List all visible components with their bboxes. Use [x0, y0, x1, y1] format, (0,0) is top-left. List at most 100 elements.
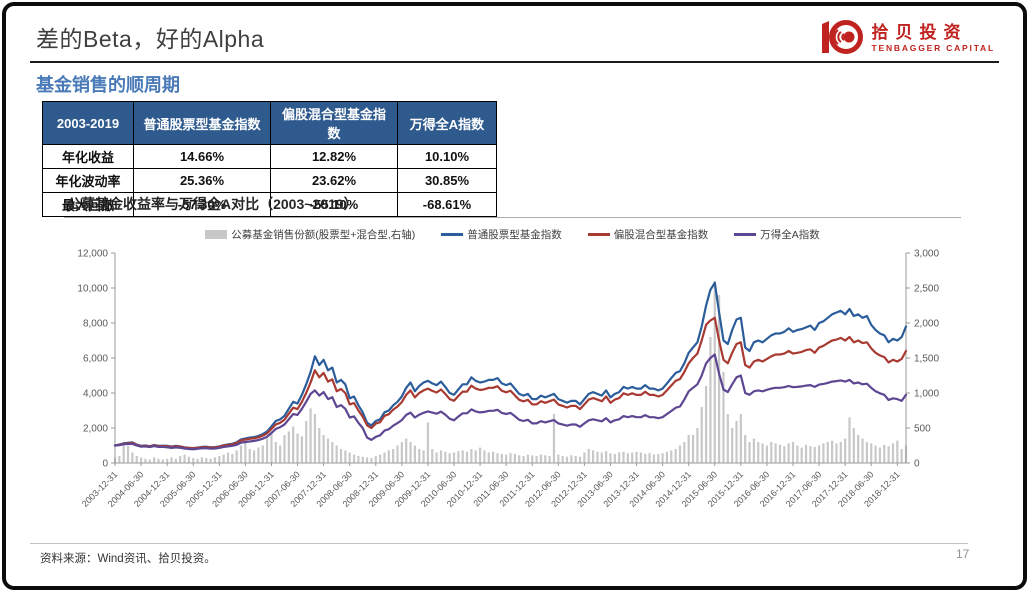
- sales-bar: [326, 438, 330, 463]
- chart-title-divider: [64, 217, 961, 218]
- sales-bar: [126, 445, 130, 463]
- legend-line-swatch: [587, 233, 610, 236]
- legend-item: 万得全A指数: [734, 227, 820, 242]
- sales-bar: [448, 453, 451, 463]
- right-axis-label: 3,000: [914, 249, 939, 260]
- sales-bar: [605, 451, 608, 463]
- right-axis-label: 2,500: [914, 284, 939, 295]
- sales-bar: [774, 443, 777, 463]
- sales-bar: [648, 453, 651, 463]
- sales-bar: [900, 449, 903, 463]
- sales-bar: [461, 450, 464, 463]
- sales-bar: [474, 450, 477, 463]
- sales-bar: [700, 407, 703, 463]
- sales-bar: [796, 445, 799, 463]
- sales-bar: [844, 438, 847, 463]
- sales-bar: [587, 449, 590, 463]
- sales-bar: [704, 386, 708, 463]
- legend-label: 普通股票型基金指数: [467, 229, 562, 241]
- sales-bar: [778, 444, 782, 463]
- logo-name-en: TENBAGGER CAPITAL: [871, 42, 995, 53]
- stats-table-body: 年化收益 14.66% 12.82% 10.10% 年化波动率 25.36% 23.62% 3…: [42, 144, 497, 217]
- sales-bar: [835, 443, 838, 463]
- sales-bar: [478, 447, 482, 463]
- sales-bar: [257, 447, 260, 463]
- sales-bar: [226, 452, 230, 463]
- sales-bar: [270, 431, 273, 463]
- left-axis-label: 10,000: [77, 284, 108, 295]
- sales-bar: [422, 450, 425, 463]
- sales-bar: [765, 445, 769, 463]
- right-axis-label: 1,000: [914, 389, 939, 400]
- sales-bar: [435, 452, 438, 463]
- left-axis-label: 0: [102, 459, 108, 470]
- sales-bar: [591, 450, 595, 463]
- sales-bar: [218, 456, 221, 463]
- sales-bar: [292, 426, 295, 463]
- sales-bar: [400, 442, 403, 463]
- sales-bar: [687, 435, 690, 463]
- sales-bar: [565, 456, 569, 463]
- sales-bar: [670, 450, 673, 463]
- sales-bar: [387, 450, 390, 463]
- sales-bar: [600, 452, 603, 463]
- sales-bar: [131, 452, 134, 463]
- sales-bar: [409, 442, 412, 463]
- sales-bar: [296, 433, 299, 463]
- page-title: 差的Beta，好的Alpha: [36, 26, 265, 52]
- stats-cell: 14.66%: [133, 144, 271, 169]
- sales-bar: [535, 456, 538, 463]
- sales-bar: [348, 452, 351, 463]
- sales-bar: [279, 445, 282, 463]
- sales-bar: [252, 450, 256, 463]
- sales-bar: [557, 454, 560, 463]
- sales-bar: [896, 440, 899, 463]
- sales-bar: [583, 452, 586, 463]
- left-axis-label: 4,000: [83, 389, 108, 400]
- sales-bar: [135, 456, 138, 463]
- section-title: 基金销售的顺周期: [36, 75, 180, 95]
- sales-bar: [678, 445, 682, 463]
- sales-bar: [231, 453, 234, 463]
- sales-bar: [635, 451, 638, 463]
- stats-table-header: 2003-2019 普通股票型基金指数 偏股混合型基金指数 万得全A指数: [42, 101, 497, 145]
- sales-bar: [731, 428, 734, 463]
- stats-col-header: 普通股票型基金指数: [133, 101, 271, 145]
- sales-bar: [179, 456, 182, 463]
- sales-bar: [187, 456, 190, 463]
- sales-bar: [392, 449, 395, 463]
- right-axis-label: 2,000: [914, 319, 939, 330]
- sales-bar: [339, 449, 343, 463]
- sales-bar: [696, 428, 699, 463]
- sales-bar: [318, 428, 321, 463]
- sales-bar: [431, 449, 434, 463]
- sales-bar: [148, 459, 151, 463]
- source-note: 资料来源：Wind资讯、拾贝投资。: [40, 553, 216, 565]
- sales-bar: [548, 456, 551, 463]
- left-axis-label: 8,000: [83, 319, 108, 330]
- sales-bar: [526, 454, 529, 463]
- sales-bar: [513, 453, 516, 463]
- sales-bar: [661, 453, 664, 463]
- stats-row: 年化收益 14.66% 12.82% 10.10%: [42, 144, 497, 169]
- logo-text: 拾贝投资 TENBAGGER CAPITAL: [871, 23, 995, 53]
- sales-bar: [570, 455, 573, 463]
- sales-bar: [161, 459, 164, 463]
- sales-bar: [878, 447, 882, 463]
- sales-bar: [748, 442, 751, 463]
- sales-bar: [439, 450, 443, 463]
- right-axis-label: 0: [914, 459, 920, 470]
- sales-bar: [496, 453, 499, 463]
- sales-bar: [713, 281, 716, 463]
- stats-row-label: 年化波动率: [42, 168, 134, 193]
- sales-bar: [144, 458, 147, 463]
- sales-bar: [266, 438, 269, 463]
- index-line: [113, 316, 908, 450]
- sales-bar: [170, 457, 173, 463]
- sales-bar: [309, 408, 312, 463]
- left-axis-label: 2,000: [83, 424, 108, 435]
- sales-bar: [335, 445, 338, 463]
- sales-bar: [518, 455, 521, 463]
- sales-bar: [248, 449, 251, 463]
